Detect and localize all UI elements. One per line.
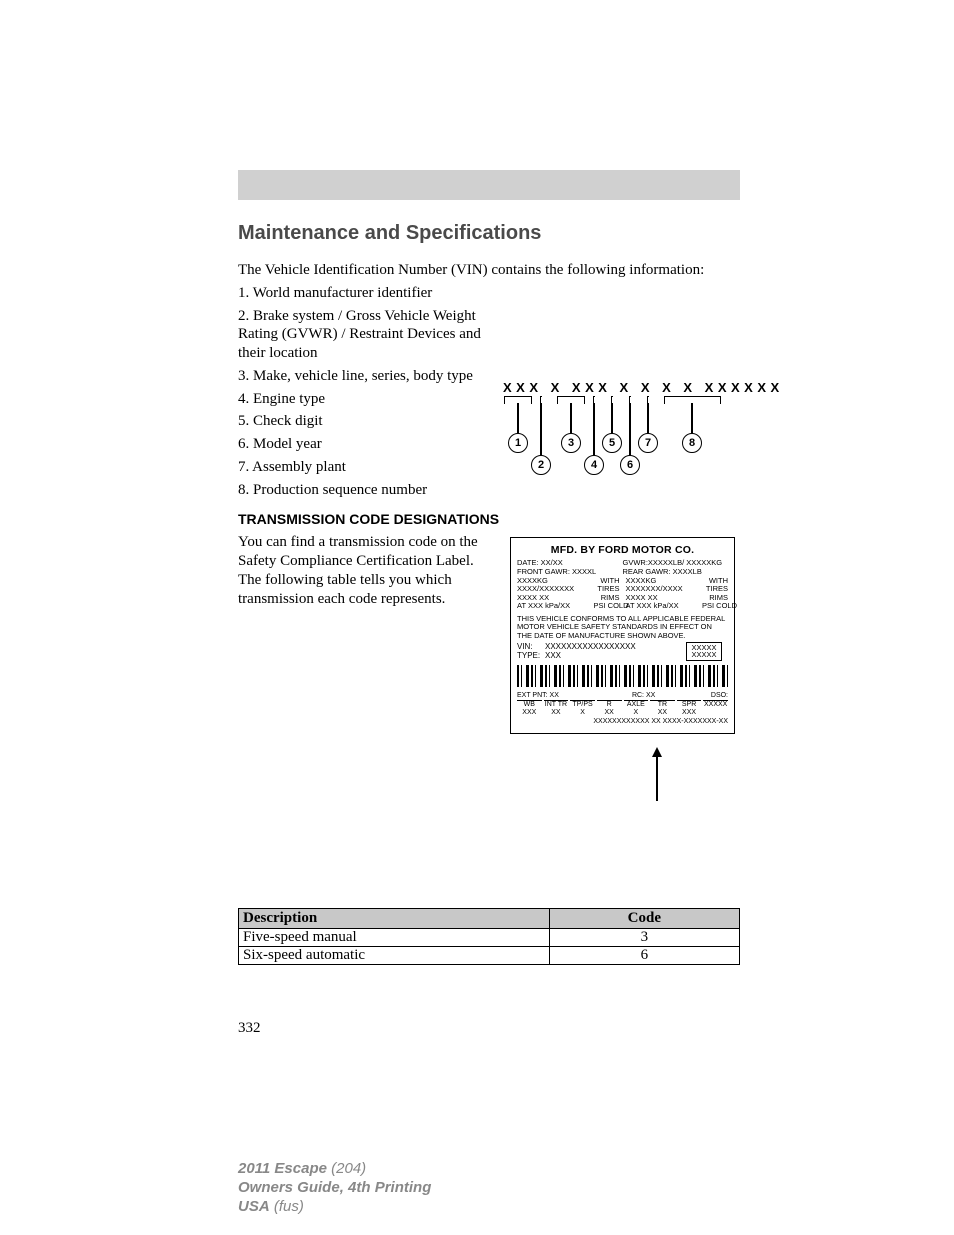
label-text: AT XXX kPa/XX <box>620 602 703 611</box>
label-bottom-headers: WB INT TR TP/PS R AXLE TR SPR XXXXX <box>517 700 728 709</box>
label-text: AT XXX kPa/XX <box>517 602 594 611</box>
vin-item: 3. Make, vehicle line, series, body type <box>238 367 493 386</box>
vin-circle: 5 <box>602 433 622 453</box>
vin-item: 8. Production sequence number <box>238 481 493 500</box>
page-content: Maintenance and Specifications The Vehic… <box>238 222 740 965</box>
vin-circle: 4 <box>584 455 604 475</box>
vin-circle: 7 <box>638 433 658 453</box>
table-row: Five-speed manual 3 <box>239 929 740 947</box>
vin-item: 4. Engine type <box>238 390 493 409</box>
label-text: PSI COLD <box>702 602 728 611</box>
vin-item: 7. Assembly plant <box>238 458 493 477</box>
footer: 2011 Escape (204) Owners Guide, 4th Prin… <box>238 1160 431 1216</box>
intro-paragraph: The Vehicle Identification Number (VIN) … <box>238 261 740 280</box>
footer-model: 2011 Escape <box>238 1160 327 1177</box>
vin-value: XXXXXXXXXXXXXXXXX <box>545 642 636 651</box>
label-bottom-line: XXXXXXXXXXXX XX XXXX-XXXXXXX-XX <box>517 718 728 725</box>
vin-circle: 6 <box>620 455 640 475</box>
label-title: MFD. BY FORD MOTOR CO. <box>517 544 728 556</box>
transmission-table: Description Code Five-speed manual 3 Six… <box>238 908 740 965</box>
barcode-icon <box>517 665 728 687</box>
table-cell: 6 <box>549 947 739 965</box>
footer-region-code: (fus) <box>270 1198 304 1215</box>
vin-circle: 1 <box>508 433 528 453</box>
type-value: XXX <box>545 651 561 660</box>
vin-item: 6. Model year <box>238 435 493 454</box>
table-cell: Five-speed manual <box>239 929 550 947</box>
vin-diagram: XXX X XXX X X X X XXXXXX 1 3 5 7 8 <box>503 380 741 482</box>
label-text: DSO: <box>686 692 728 700</box>
vin-item: 1. World manufacturer identifier <box>238 284 493 303</box>
vin-circle: 2 <box>531 455 551 475</box>
footer-guide: Owners Guide, 4th Printing <box>238 1179 431 1198</box>
label-rightbox: XXXXXXXXXX <box>686 642 722 661</box>
label-text: EXT PNT: XX <box>517 692 601 700</box>
type-label: TYPE: <box>517 651 545 660</box>
vin-item: 2. Brake system / Gross Vehicle Weight R… <box>238 307 493 363</box>
table-cell: Six-speed automatic <box>239 947 550 965</box>
section-title: Maintenance and Specifications <box>238 222 740 245</box>
vin-item: 5. Check digit <box>238 412 493 431</box>
label-text: PSI COLD <box>594 602 620 611</box>
page-number: 332 <box>238 1020 261 1037</box>
safety-label-diagram: MFD. BY FORD MOTOR CO. DATE: XX/XX GVWR:… <box>510 537 735 852</box>
table-cell: 3 <box>549 929 739 947</box>
header-bar <box>238 170 740 200</box>
label-text: RC: XX <box>601 692 685 700</box>
table-header-description: Description <box>239 909 550 929</box>
pointer-line <box>656 755 658 801</box>
table-header-code: Code <box>549 909 739 929</box>
trans-paragraph: You can find a transmission code on the … <box>238 533 493 608</box>
compliance-text: THIS VEHICLE CONFORMS TO ALL APPLICABLE … <box>517 615 728 640</box>
vin-label: VIN: <box>517 642 545 651</box>
vin-circle: 8 <box>682 433 702 453</box>
table-row: Six-speed automatic 6 <box>239 947 740 965</box>
vin-list: 1. World manufacturer identifier 2. Brak… <box>238 284 493 500</box>
subheading: TRANSMISSION CODE DESIGNATIONS <box>238 511 740 527</box>
vin-circle: 3 <box>561 433 581 453</box>
footer-region: USA <box>238 1198 270 1215</box>
vin-char-string: XXX X XXX X X X X XXXXXX <box>503 380 741 395</box>
footer-model-code: (204) <box>327 1160 366 1177</box>
label-bottom-values: XXX XX X XX X XX XXX <box>517 708 728 716</box>
